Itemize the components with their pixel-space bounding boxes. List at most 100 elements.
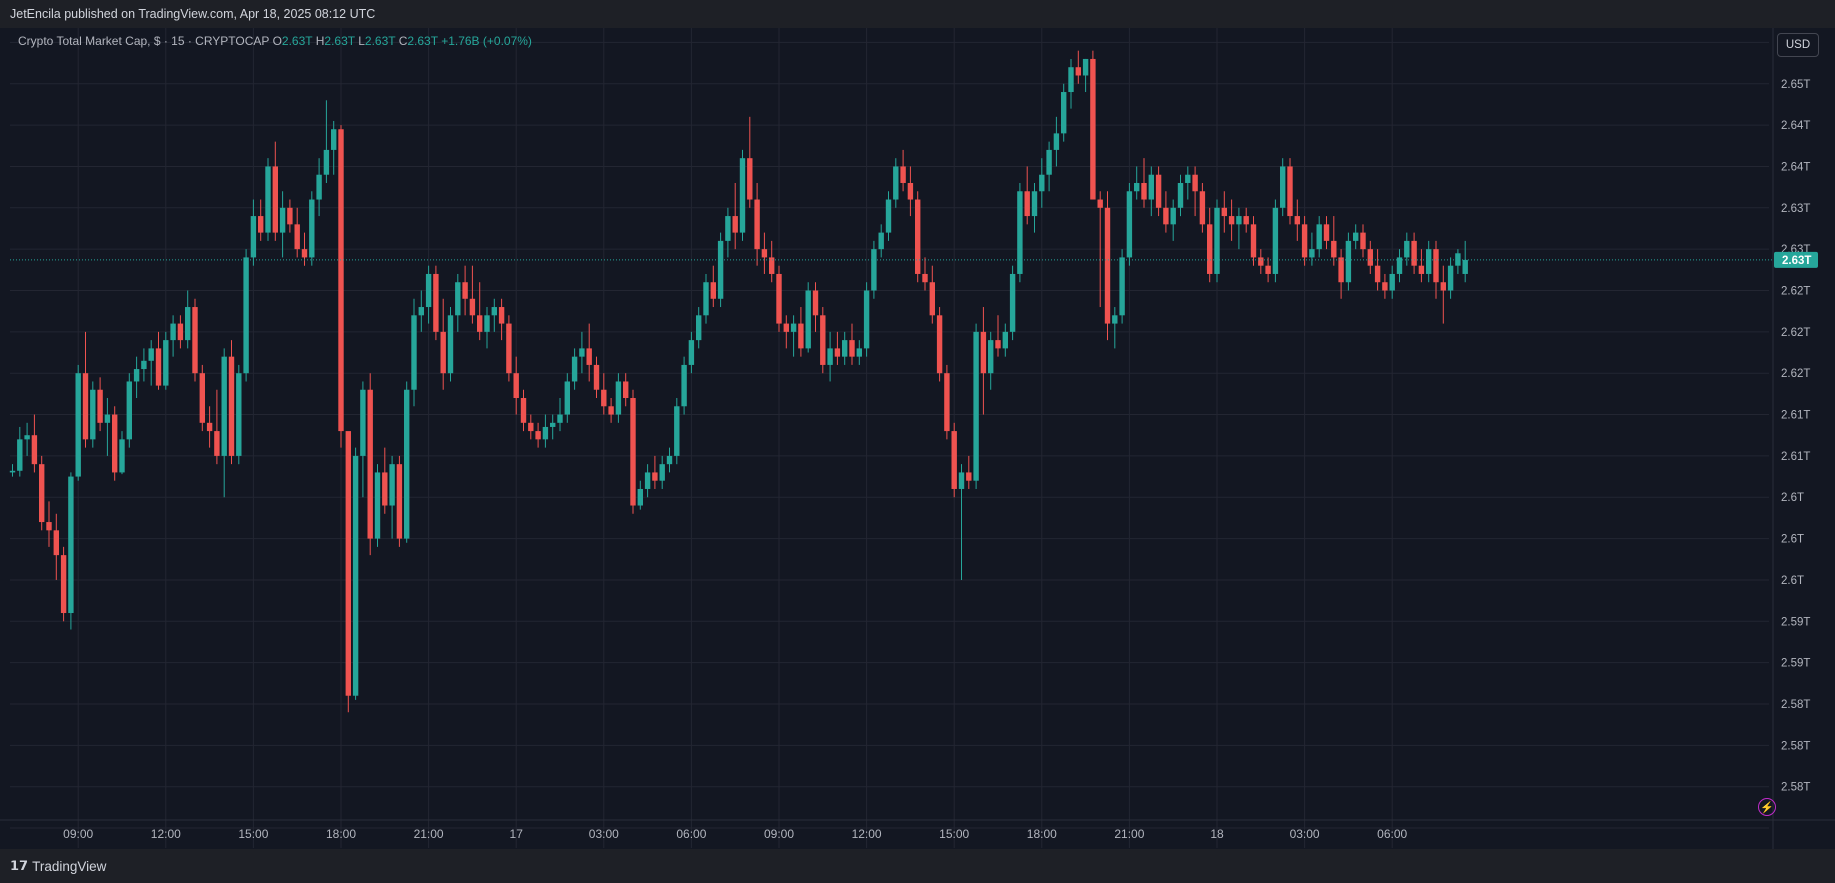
candle-body [374, 472, 381, 539]
candle-body [1323, 224, 1330, 241]
candle-body [776, 273, 782, 324]
time-tick-label: 18 [1210, 827, 1224, 841]
candle-body [856, 348, 862, 357]
candle-body [345, 431, 351, 696]
candle-body [112, 414, 118, 473]
candle-body [199, 373, 205, 423]
candle-body [243, 257, 249, 374]
candle-body [871, 249, 877, 291]
candle-body [177, 323, 184, 341]
candle-body [9, 470, 16, 473]
candle-body [1185, 174, 1191, 183]
price-tick-label: 2.58T [1781, 740, 1810, 752]
candle-body [1082, 58, 1089, 76]
candle-body [90, 389, 96, 440]
candle-body [1228, 216, 1235, 225]
candle-body [418, 307, 424, 316]
candle-body [1353, 232, 1359, 241]
candle-body [447, 315, 454, 374]
candle-body [1112, 315, 1118, 324]
close-label: C [398, 34, 408, 48]
candle-body [988, 340, 994, 374]
candle-body [528, 422, 534, 432]
candle-body [739, 158, 746, 233]
candle-body [1207, 224, 1213, 274]
price-tick-label: 2.62T [1781, 327, 1810, 339]
candle-body [747, 158, 753, 200]
candle-body [1309, 249, 1315, 258]
candle-body [477, 315, 483, 332]
candle-body [1009, 273, 1016, 332]
tradingview-brand[interactable]: 𝟭𝟳 TradingView [10, 858, 106, 874]
candle-body [68, 476, 74, 614]
candle-body [1426, 249, 1432, 274]
lightning-icon[interactable]: ⚡ [1758, 798, 1776, 816]
candle-body [1411, 240, 1417, 266]
candle-body [798, 323, 804, 349]
symbol-name: Crypto Total Market Cap, $ · 15 · CRYPTO… [18, 34, 270, 48]
candle-body [725, 216, 731, 241]
candle-body [944, 373, 950, 432]
candle-body [1440, 282, 1446, 291]
candle-body [272, 166, 278, 233]
time-tick-label: 12:00 [151, 827, 181, 841]
candle-body [586, 348, 592, 365]
candle-body [995, 340, 1001, 349]
candle-body [1374, 265, 1381, 283]
candle-body [316, 174, 322, 200]
candle-body [542, 426, 549, 440]
candle-body [1024, 191, 1030, 217]
price-tick-label: 2.62T [1781, 285, 1810, 297]
candle-body [1177, 182, 1184, 208]
candle-body [1294, 216, 1300, 225]
candle-body [440, 331, 446, 374]
candle-body [1068, 67, 1074, 93]
candle-body [484, 315, 490, 332]
published-info: JetEncila published on TradingView.com, … [10, 7, 376, 21]
candle-body [1031, 191, 1038, 217]
price-tick-label: 2.64T [1781, 161, 1810, 173]
candle-body [301, 249, 308, 258]
candle-body [396, 464, 403, 539]
candle-body [1360, 232, 1366, 250]
candle-body [126, 381, 132, 440]
candle-body [1250, 224, 1257, 258]
candle-body [936, 315, 943, 374]
candle-body [929, 282, 935, 316]
candle-body [878, 232, 884, 250]
candle-body [97, 389, 103, 423]
candle-body [1097, 199, 1103, 208]
candle-body [1265, 265, 1271, 274]
candle-body [688, 340, 695, 365]
time-tick-label: 12:00 [852, 827, 882, 841]
candle-body [915, 199, 921, 274]
candle-body [535, 431, 541, 440]
candle-body [1433, 249, 1439, 283]
candle-body [1141, 182, 1147, 200]
candle-body [1382, 282, 1388, 291]
currency-button[interactable]: USD [1777, 33, 1819, 57]
candle-body [885, 199, 892, 233]
candle-body [382, 472, 388, 506]
candle-body [593, 364, 600, 390]
low-label: L [358, 34, 365, 48]
chart-area[interactable] [0, 28, 1835, 849]
candle-body [1404, 240, 1410, 258]
footer [0, 849, 1835, 883]
candle-body [557, 414, 563, 423]
candle-body [338, 129, 344, 432]
price-tick-label: 2.59T [1781, 616, 1810, 628]
candle-body [1345, 240, 1352, 283]
candle-body [221, 356, 227, 456]
candle-body [491, 307, 497, 316]
candle-body [1046, 149, 1052, 175]
price-tick-label: 2.6T [1781, 492, 1804, 504]
candlestick-chart[interactable]: 2.58T 2.58T 2.58T 2.59T 2.59T 2.6T 2.6T 2.6T 2.6… [0, 28, 1835, 849]
candle-body [309, 199, 315, 258]
candle-body [455, 282, 461, 316]
candle-body [630, 398, 636, 506]
candle-body [498, 307, 505, 324]
candle-body [696, 315, 702, 341]
candle-body [1119, 257, 1125, 316]
time-tick-label: 15:00 [238, 827, 268, 841]
